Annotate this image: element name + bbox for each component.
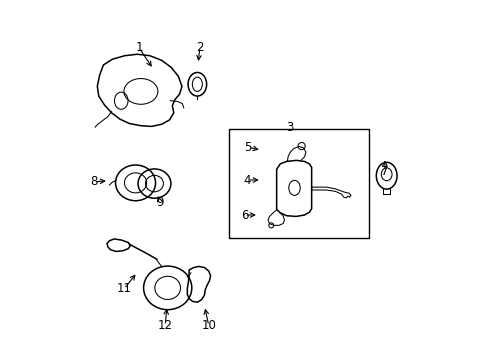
- Bar: [229, 129, 368, 238]
- Text: 3: 3: [286, 121, 293, 134]
- Text: 1: 1: [135, 41, 142, 54]
- Text: 8: 8: [90, 175, 97, 188]
- Text: 6: 6: [240, 208, 248, 221]
- Text: 11: 11: [116, 283, 131, 296]
- Text: 5: 5: [244, 141, 251, 154]
- Text: 10: 10: [201, 319, 216, 332]
- Text: 4: 4: [243, 174, 251, 186]
- Text: 7: 7: [380, 165, 388, 177]
- Text: 12: 12: [157, 319, 172, 332]
- Text: 2: 2: [196, 41, 203, 54]
- Text: 9: 9: [156, 195, 163, 209]
